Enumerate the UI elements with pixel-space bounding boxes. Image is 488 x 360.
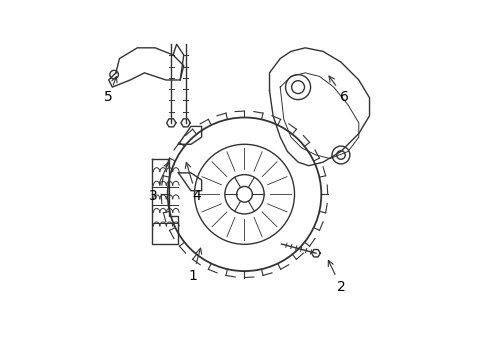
Text: 1: 1 — [188, 248, 201, 283]
Text: 4: 4 — [185, 162, 200, 203]
Text: 5: 5 — [104, 77, 117, 104]
Text: 2: 2 — [327, 260, 345, 294]
Text: 3: 3 — [149, 162, 169, 203]
Text: 6: 6 — [328, 76, 348, 104]
